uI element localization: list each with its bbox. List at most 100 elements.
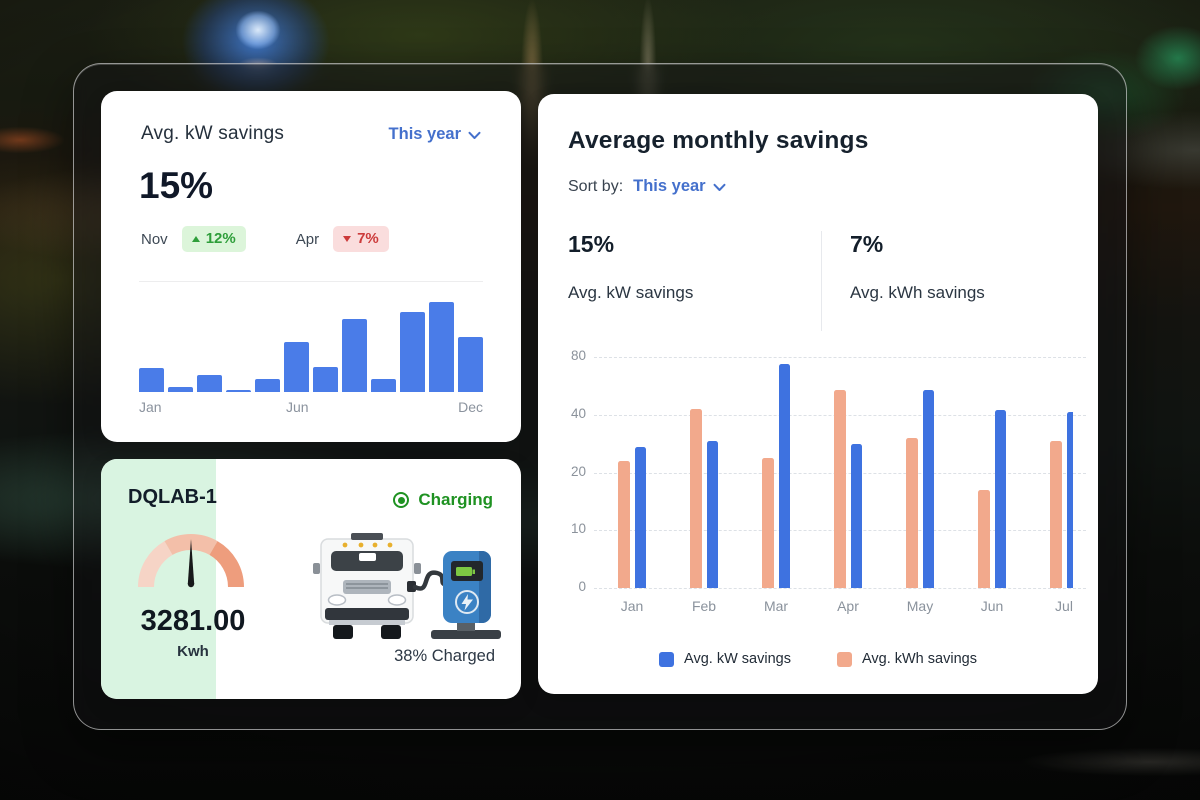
bar-kwh-savings [834,390,846,588]
chevron-down-icon [713,183,726,191]
gridline [594,588,1086,589]
bar-kw-savings [634,446,646,588]
truck-charging-illustration [307,525,509,643]
y-axis-tick-label: 20 [570,463,586,479]
x-axis-month-label: Jun [980,598,1004,614]
mini-bar [429,302,454,392]
period-dropdown-value: This year [388,124,461,143]
kw-savings-value: 15% [139,165,214,206]
kw-mini-chart-bars [139,300,483,392]
stats-row: 15% Avg. kW savings 7% Avg. kWh savings [568,231,985,331]
card-title: Average monthly savings [568,127,869,154]
stat-value: 7% [850,231,884,257]
divider [139,281,483,282]
stat-label: Avg. kW savings [568,283,694,302]
stat-label: Avg. kWh savings [850,283,985,302]
legend-item: Avg. kWh savings [836,651,977,667]
chevron-down-icon [468,131,481,139]
legend-swatch [659,651,675,667]
y-axis-tick-label: 80 [570,348,586,363]
charger-base [431,630,501,639]
charging-status-label: Charging [418,490,493,509]
gridline [594,357,1086,358]
bar-kw-savings [850,443,862,588]
meter-value: 3281.00 [140,605,246,637]
chart-bars [594,324,1073,588]
avg-kw-savings-card: Avg. kW savings This year 15% Nov 12% Ap… [101,91,521,442]
truck-wheel-left [333,625,353,639]
negative-change-value: 7% [357,230,379,247]
monthly-savings-bar-chart: 0 10 20 40 80 Jan Feb Mar Apr May Jun Jul Avg. kW … [538,324,1098,684]
mini-bar [400,311,425,392]
x-axis-month-label: May [906,598,934,614]
x-axis-month-label: Jan [620,598,644,614]
mini-bar [197,374,222,392]
power-gauge [129,527,253,593]
x-axis-month-label: Apr [837,598,859,614]
charge-port [407,581,416,592]
x-axis-month-label: Jul [1055,598,1073,614]
stat-kw-savings: 15% Avg. kW savings [568,231,821,331]
bar-kw-savings [778,364,790,588]
positive-change-value: 12% [205,230,236,247]
truck-roof-vent [351,533,383,540]
highlight-month: Apr [295,230,320,248]
period-dropdown[interactable]: This year [389,125,481,144]
mini-bar [313,366,338,392]
bar-kwh-savings [762,458,774,588]
bar-kwh-savings [978,489,990,588]
sort-by-label: Sort by: [568,177,624,195]
highlight-row: Nov 12% Apr 7% [141,226,389,252]
truck-bumper [325,608,409,620]
mini-bar [255,379,280,392]
bar-kw-savings [1066,411,1073,588]
mini-bar [284,341,309,392]
lightning-badge-icon [455,590,479,614]
truck-wheel-right [381,625,401,639]
bar-kw-savings [922,390,934,588]
arrow-down-icon [343,235,352,242]
chart-legend: Avg. kW savings Avg. kWh savings [538,651,1098,667]
mini-bar [371,379,396,392]
charging-status: Charging [393,490,493,510]
legend-swatch [836,651,852,667]
mini-bar [458,337,483,392]
stat-value: 15% [568,231,615,257]
x-label-jun: Jun [285,399,309,415]
y-axis-tick-label: 10 [570,521,586,537]
y-axis-tick-label: 40 [570,405,586,421]
sort-period-value: This year [633,177,706,195]
bar-kwh-savings [906,437,918,588]
bar-kw-savings [994,410,1006,588]
x-axis-month-label: Feb [691,598,717,614]
highlight-month: Nov [141,230,168,248]
dashboard-glass-panel: Avg. kW savings This year 15% Nov 12% Ap… [73,63,1127,730]
positive-change-badge: 12% [181,226,246,252]
negative-change-badge: 7% [333,226,389,252]
mini-bar [168,386,193,392]
bar-kw-savings [706,440,718,588]
charge-level-label: 38% Charged [394,647,495,665]
meter-unit: Kwh [177,643,209,660]
mini-bar [226,390,251,392]
legend-label: Avg. kW savings [684,651,791,667]
chart-x-axis: Jan Feb Mar Apr May Jun Jul [594,598,1073,618]
truck-mirror-right [414,563,421,574]
mini-bar [139,367,164,392]
x-label-dec: Dec [458,399,483,415]
status-dot-icon [393,492,410,508]
y-axis-tick-label: 0 [578,579,586,594]
legend-item: Avg. kW savings [659,651,791,667]
charger-name: DQLAB-1 [128,486,217,508]
sort-period-dropdown[interactable]: This year [633,177,726,196]
bar-kwh-savings [690,408,702,588]
gauge-needle [187,539,195,584]
card-title: Avg. kW savings [141,123,285,144]
x-label-jan: Jan [139,399,162,415]
legend-label: Avg. kWh savings [861,651,977,667]
stat-kwh-savings: 7% Avg. kWh savings [821,231,985,331]
kw-mini-chart-x-labels: Jan Jun Dec [139,399,483,417]
bar-kwh-savings [618,460,630,588]
truck-headlight-left [327,594,347,606]
truck-headlight-right [387,594,407,606]
